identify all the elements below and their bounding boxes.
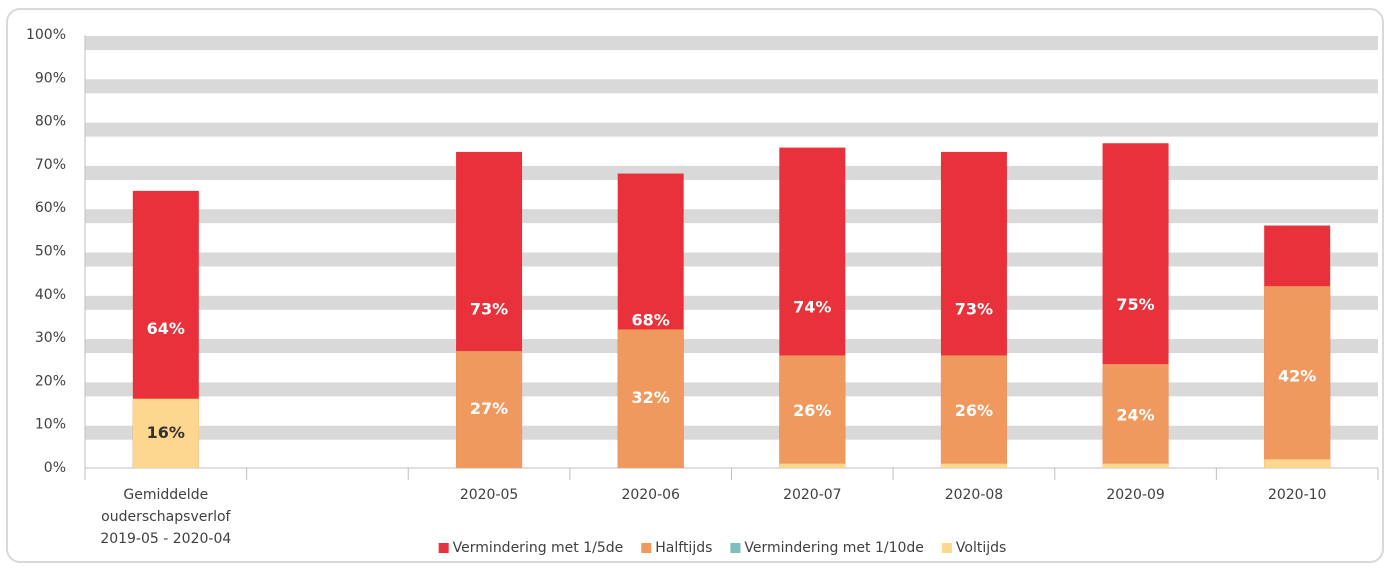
y-tick-label: 50% xyxy=(35,244,66,260)
bar-segment xyxy=(617,329,684,468)
legend-swatch xyxy=(941,543,952,553)
bar-segment xyxy=(940,463,1007,468)
y-tick-label: 80% xyxy=(35,114,66,130)
x-tick-label: 2020-09 xyxy=(1106,487,1165,503)
y-tick-label: 30% xyxy=(35,330,66,346)
chart-frame xyxy=(6,8,1384,563)
x-tick-label: Gemiddelde ouderschapsverlof 2019-05 - 2… xyxy=(100,487,232,547)
grid-band xyxy=(85,165,1378,180)
legend-swatch xyxy=(438,543,449,553)
x-tick-label: 2020-05 xyxy=(459,487,519,503)
data-label: 26% xyxy=(793,401,831,420)
data-label: 74% xyxy=(793,297,831,316)
y-tick-label: 20% xyxy=(35,373,66,389)
grid-band xyxy=(85,382,1378,397)
y-tick-label: 40% xyxy=(35,287,66,303)
bar-segment xyxy=(1264,459,1331,468)
data-label: 64% xyxy=(147,319,185,338)
bar-segment xyxy=(132,398,199,468)
grid-band xyxy=(85,122,1378,137)
y-tick-label: 0% xyxy=(44,460,66,476)
grid-band xyxy=(85,425,1378,440)
x-tick-label: 2020-10 xyxy=(1267,487,1327,503)
x-tick-label: 2020-07 xyxy=(783,487,842,503)
grid-band xyxy=(85,209,1378,224)
data-label: 73% xyxy=(470,299,508,318)
legend-label: Vermindering met 1/5de xyxy=(453,540,624,556)
y-tick-label: 70% xyxy=(35,157,66,173)
data-label: 27% xyxy=(470,399,508,418)
grid-band xyxy=(85,339,1378,354)
y-tick-label: 60% xyxy=(35,200,66,216)
legend-swatch xyxy=(730,543,741,553)
legend-label: Vermindering met 1/10de xyxy=(744,540,924,556)
data-label: 24% xyxy=(1116,406,1154,425)
bar-segment xyxy=(940,355,1007,468)
data-label: 16% xyxy=(147,423,185,442)
legend-label: Voltijds xyxy=(956,540,1006,556)
bar-segment xyxy=(1264,286,1331,468)
y-tick-label: 90% xyxy=(35,70,66,86)
grid-band xyxy=(85,79,1378,94)
grid-band xyxy=(85,36,1378,50)
y-tick-label: 100% xyxy=(26,27,66,43)
legend-swatch xyxy=(641,543,652,553)
data-label: 26% xyxy=(955,401,993,420)
bar-segment xyxy=(1102,364,1169,468)
data-label: 42% xyxy=(1278,367,1316,386)
bar-segment xyxy=(1102,463,1169,468)
data-label: 75% xyxy=(1116,295,1154,314)
data-label: 73% xyxy=(955,299,993,318)
x-tick-label: 2020-06 xyxy=(621,487,680,503)
bar-segment xyxy=(456,351,523,468)
grid-band xyxy=(85,252,1378,267)
grid-band xyxy=(85,295,1378,310)
bar-segment xyxy=(779,355,846,468)
data-label: 32% xyxy=(632,388,670,407)
bar-segment xyxy=(779,463,846,468)
legend-label: Halftijds xyxy=(655,540,712,556)
x-tick-label: 2020-08 xyxy=(944,487,1004,503)
data-label: 68% xyxy=(632,310,670,329)
y-tick-label: 10% xyxy=(35,417,66,433)
